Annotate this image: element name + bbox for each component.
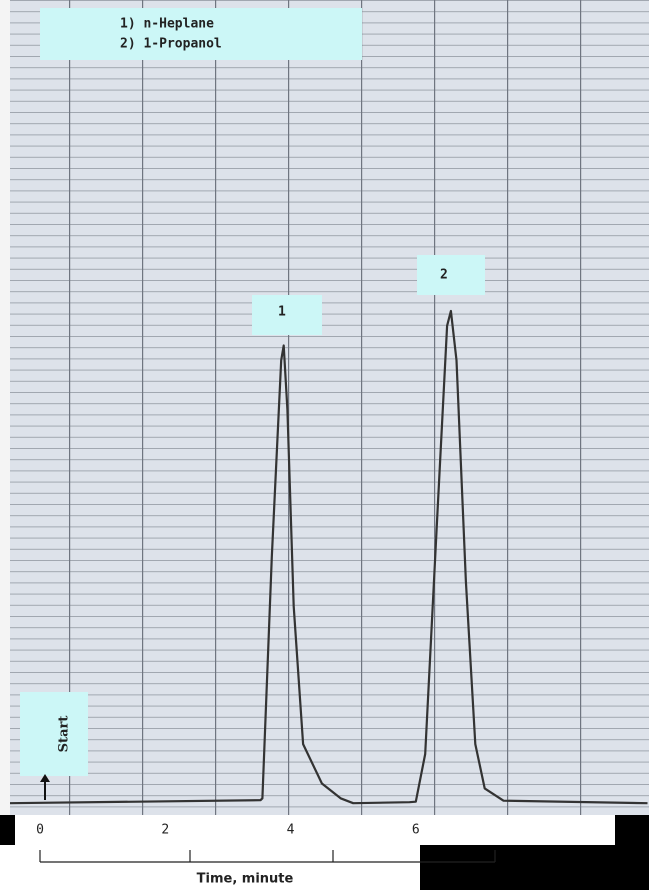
axis-box	[15, 815, 615, 845]
peak-label-box	[417, 255, 485, 295]
x-axis-label: Time, minute	[197, 872, 294, 887]
chart-paper	[10, 0, 649, 815]
peak-label-box	[252, 295, 322, 335]
legend-entry: 2) 1-Propanol	[120, 37, 222, 52]
page: {"chart_data": {"type": "line", "legend"…	[0, 0, 649, 890]
peak-label: 1	[278, 305, 286, 320]
start-box	[20, 692, 88, 776]
axis-box-left	[0, 845, 70, 890]
legend-entry: 1) n-Heplane	[120, 17, 214, 32]
x-tick-label: 6	[412, 823, 420, 838]
x-tick-label: 2	[161, 823, 169, 838]
peak-label: 2	[440, 268, 448, 283]
x-tick-label: 0	[36, 823, 44, 838]
x-tick-label: 4	[287, 823, 295, 838]
paper-edge	[0, 0, 10, 815]
start-label: Start	[57, 716, 72, 753]
chart: 1) n-Heplane 2) 1-Propanol 1 2 Start Tim…	[0, 0, 649, 890]
